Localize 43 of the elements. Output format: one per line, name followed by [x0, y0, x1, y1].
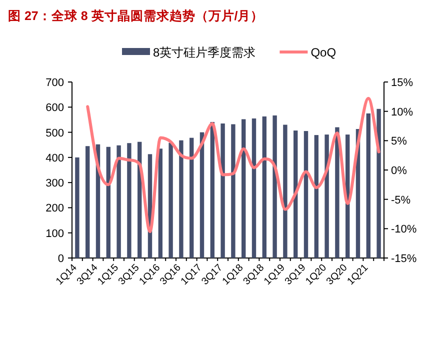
bar: [242, 119, 246, 258]
bar: [158, 148, 162, 258]
bar: [283, 124, 288, 258]
bar: [116, 145, 121, 258]
y2-tick-label: -5%: [391, 194, 411, 206]
y2-tick-label: -10%: [391, 224, 417, 236]
y-tick-label: 0: [58, 253, 64, 265]
bar: [294, 130, 298, 258]
bar: [86, 146, 90, 258]
bar: [324, 134, 329, 258]
bar: [231, 124, 236, 258]
bar: [127, 143, 132, 258]
y-tick-label: 500: [46, 127, 64, 140]
bar: [220, 123, 225, 258]
legend-label: 8英寸硅片季度需求: [153, 46, 256, 60]
y-tick-label: 600: [46, 102, 64, 114]
bar: [376, 108, 381, 258]
y-tick-label: 400: [46, 152, 64, 164]
y2-tick-label: 10%: [391, 106, 414, 118]
chart-title: 图 27：全球 8 英寸晶圆需求趋势（万片/月）: [8, 8, 264, 23]
bar: [168, 142, 173, 258]
bar: [262, 116, 266, 258]
bar: [304, 131, 308, 258]
y-tick-label: 700: [46, 77, 64, 89]
bar: [335, 127, 340, 258]
y2-tick-label: -15%: [391, 253, 417, 265]
bar: [272, 115, 277, 258]
bar: [252, 118, 256, 258]
y-tick-label: 100: [46, 228, 64, 240]
y-tick-label: 300: [46, 178, 64, 190]
legend-label: QoQ: [310, 46, 336, 60]
y2-tick-label: 15%: [391, 77, 414, 89]
bar: [314, 135, 318, 258]
bar: [179, 140, 184, 258]
y2-tick-label: 0%: [391, 165, 408, 177]
bar: [106, 146, 110, 258]
bar: [366, 113, 370, 258]
bar: [200, 132, 204, 258]
bar: [210, 122, 214, 258]
bar: [190, 138, 194, 258]
y2-tick-label: 5%: [391, 136, 408, 148]
bar: [75, 157, 80, 258]
y-tick-label: 200: [46, 202, 64, 215]
